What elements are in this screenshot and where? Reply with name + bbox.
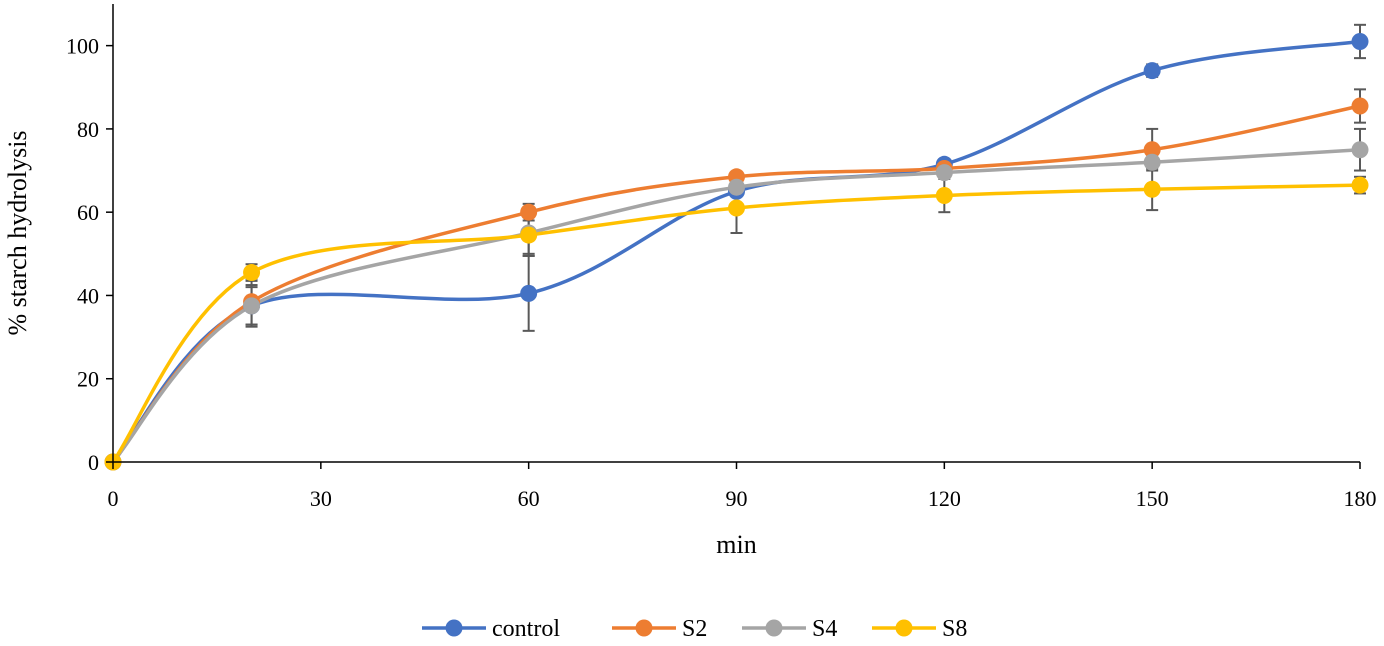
y-tick-label: 100 <box>66 34 99 59</box>
legend-label: S2 <box>682 616 707 642</box>
data-point-S8 <box>520 226 538 244</box>
y-tick-label: 20 <box>77 367 99 392</box>
legend-swatch-marker <box>895 619 913 637</box>
data-point-S8 <box>1143 180 1161 198</box>
legend: control S2 S4 S8 <box>422 616 967 642</box>
legend-swatch-marker <box>765 619 783 637</box>
x-ticks: 0 30 60 90 120 150 180 <box>108 462 1377 511</box>
legend-label: control <box>492 616 560 642</box>
data-point-S4 <box>1351 141 1369 159</box>
data-point-S8 <box>1351 176 1369 194</box>
series-line-control <box>111 39 1362 464</box>
y-tick-label: 60 <box>77 200 99 225</box>
x-tick-label: 180 <box>1344 486 1377 511</box>
legend-item-S4: S4 <box>742 616 837 642</box>
y-tick-label: 40 <box>77 283 99 308</box>
y-tick-label: 80 <box>77 117 99 142</box>
data-point-S2 <box>1351 97 1369 115</box>
legend-item-S2: S2 <box>612 616 707 642</box>
legend-label: S4 <box>812 616 837 642</box>
data-point-S4 <box>243 297 261 315</box>
legend-swatch-marker <box>445 619 463 637</box>
y-axis-title: % starch hydrolysis <box>3 130 32 335</box>
legend-item-control: control <box>422 616 560 642</box>
x-tick-label: 120 <box>928 486 961 511</box>
data-point-S8 <box>935 187 953 205</box>
data-point-S2 <box>520 203 538 221</box>
data-point-S4 <box>728 178 745 196</box>
data-point-S8 <box>243 264 261 282</box>
legend-item-S8: S8 <box>872 616 967 642</box>
x-tick-label: 150 <box>1136 486 1169 511</box>
legend-swatch-marker <box>635 619 653 637</box>
x-axis-title: min <box>716 530 756 559</box>
data-point-control <box>1143 62 1161 80</box>
x-tick-label: 0 <box>108 486 119 511</box>
data-point-S2 <box>1143 141 1161 159</box>
series-lines <box>111 39 1362 464</box>
data-point-S4 <box>935 164 953 182</box>
x-tick-label: 60 <box>518 486 540 511</box>
x-tick-label: 90 <box>726 486 748 511</box>
y-tick-label: 0 <box>88 450 99 475</box>
y-ticks: 0 20 40 60 80 100 <box>66 34 113 475</box>
series-points <box>104 32 1369 471</box>
data-point-control <box>1351 32 1369 50</box>
x-tick-label: 30 <box>310 486 332 511</box>
data-point-S8 <box>728 199 745 217</box>
legend-label: S8 <box>942 616 967 642</box>
data-point-S4 <box>1143 153 1161 171</box>
data-point-control <box>520 284 538 302</box>
